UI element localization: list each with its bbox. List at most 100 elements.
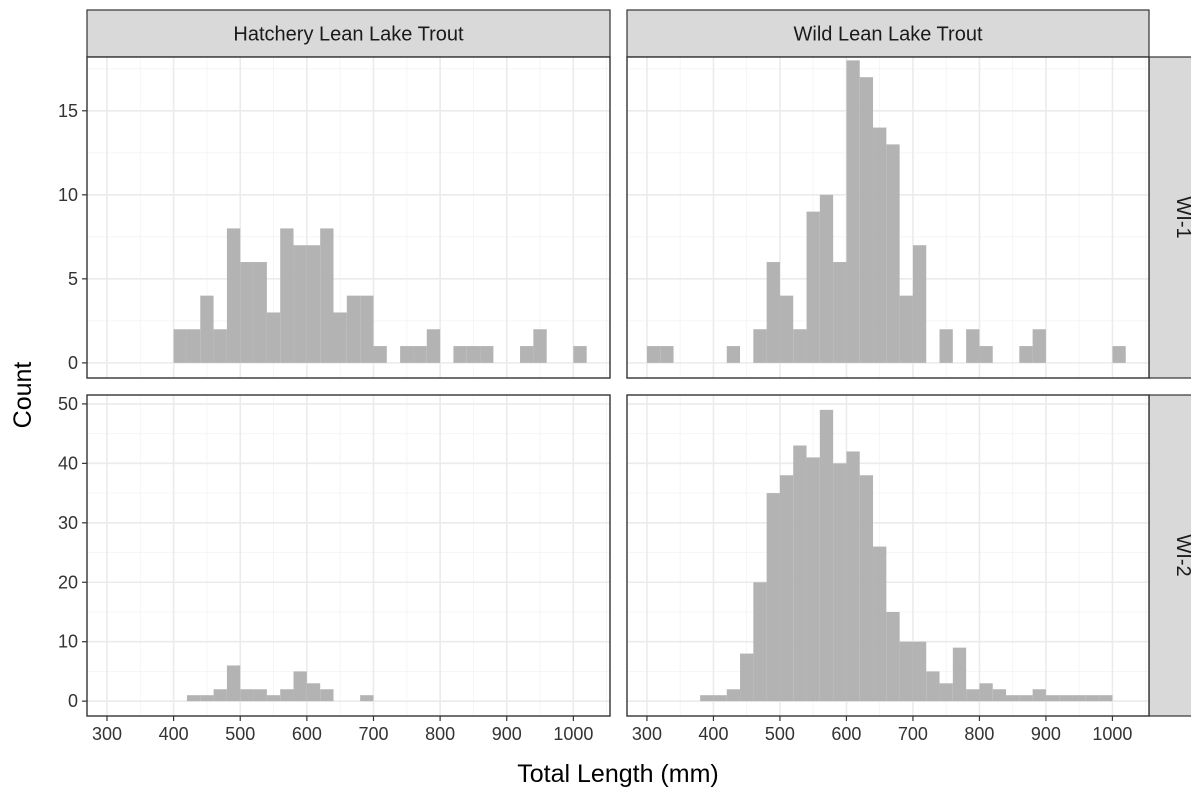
strip-label-wi-2: WI-2 xyxy=(1172,534,1191,576)
histogram-bar xyxy=(886,611,900,702)
panel-wild-lean-lake-trout-wi-2: 300 400 500 600 700 800 900 1000 xyxy=(626,394,1150,744)
histogram-bar xyxy=(466,346,481,363)
histogram-bar xyxy=(1032,329,1046,363)
histogram-bar xyxy=(819,194,834,363)
histogram-bar xyxy=(766,262,780,363)
histogram-bar xyxy=(806,457,820,702)
panel-border xyxy=(86,394,611,717)
histogram-bar xyxy=(1019,695,1033,702)
histogram-bar xyxy=(400,346,414,363)
histogram-bar xyxy=(833,463,847,702)
strip-right-wi-2 xyxy=(1148,394,1191,717)
histogram-bar xyxy=(779,475,794,702)
x-tick-label: 400 xyxy=(698,724,728,744)
histogram-bar xyxy=(979,683,993,702)
histogram-bar xyxy=(740,653,754,702)
histogram-bar xyxy=(373,346,387,363)
y-tick-label: 10 xyxy=(58,632,78,652)
histogram-bar xyxy=(766,493,780,702)
histogram-bar xyxy=(573,346,587,363)
x-tick-label: 500 xyxy=(225,724,255,744)
histogram-bar xyxy=(859,475,874,702)
strip-label-hatchery-lean-lake-trout: Hatchery Lean Lake Trout xyxy=(233,24,464,46)
y-tick-label: 30 xyxy=(58,513,78,533)
histogram-bar xyxy=(912,245,927,363)
x-tick-label: 400 xyxy=(159,724,189,744)
histogram-bar xyxy=(833,262,847,363)
x-tick-label: 900 xyxy=(1031,724,1061,744)
histogram-bar xyxy=(1032,689,1046,702)
histogram-bar xyxy=(453,346,467,363)
histogram-bar xyxy=(793,329,807,363)
panel-border xyxy=(626,394,1150,717)
histogram-bar xyxy=(660,346,674,363)
histogram-bar xyxy=(899,295,913,363)
histogram-bar xyxy=(873,546,887,702)
histogram-bar xyxy=(346,295,361,363)
histogram-bar xyxy=(926,671,940,702)
histogram-bar xyxy=(426,329,441,363)
histogram-bar xyxy=(293,245,307,363)
histogram-bar xyxy=(1006,695,1020,702)
strip-label-wild-lean-lake-trout: Wild Lean Lake Trout xyxy=(794,24,983,46)
histogram-bar xyxy=(912,641,927,702)
strip-top-wild-lean-lake-trout xyxy=(626,9,1150,58)
histogram-bar xyxy=(253,689,267,702)
histogram-bar xyxy=(333,312,347,363)
histogram-bar xyxy=(306,245,321,363)
x-tick-label: 300 xyxy=(632,724,662,744)
histogram-bar xyxy=(280,228,294,363)
x-tick-label: 800 xyxy=(425,724,455,744)
histogram-bar xyxy=(713,695,727,702)
histogram-bar xyxy=(846,60,860,363)
x-tick-label: 1000 xyxy=(553,724,593,744)
y-tick-label: 15 xyxy=(58,101,78,121)
histogram-bar xyxy=(186,695,201,702)
histogram-bar xyxy=(1112,346,1126,363)
histogram-bar xyxy=(320,228,334,363)
histogram-bar xyxy=(360,695,374,702)
histogram-bar xyxy=(306,683,321,702)
histogram-bar xyxy=(280,689,294,702)
y-tick-label: 20 xyxy=(58,572,78,592)
x-tick-label: 800 xyxy=(964,724,994,744)
histogram-bar xyxy=(979,346,993,363)
histogram-bar xyxy=(1059,695,1073,702)
histogram-bar xyxy=(939,329,953,363)
strip-label-wi-1: WI-1 xyxy=(1172,196,1191,238)
histogram-bar xyxy=(886,144,900,363)
panel-hatchery-lean-lake-trout-wi-2: 0 10 20 30 40 50 300 400 500 600 700 800 900 1000 xyxy=(58,394,611,744)
histogram-bar xyxy=(266,695,281,702)
facets-layer: Hatchery Lean Lake Trout Wild Lean Lake T… xyxy=(58,9,1191,744)
x-tick-label: 700 xyxy=(358,724,388,744)
histogram-bar xyxy=(186,329,201,363)
histogram-bar xyxy=(360,295,374,363)
histogram-bar xyxy=(793,445,807,702)
histogram-bar xyxy=(939,683,953,702)
histogram-bar xyxy=(266,312,281,363)
panel-background xyxy=(87,395,610,716)
histogram-bar xyxy=(520,346,534,363)
histogram-bar xyxy=(1085,695,1100,702)
histogram-bar xyxy=(700,695,714,702)
y-tick-label: 5 xyxy=(68,269,78,289)
histogram-bar xyxy=(952,647,967,702)
y-tick-label: 0 xyxy=(68,353,78,373)
y-tick-label: 0 xyxy=(68,691,78,711)
histogram-bar xyxy=(213,689,227,702)
x-axis-title: Total Length (mm) xyxy=(517,760,718,788)
y-tick-label: 10 xyxy=(58,185,78,205)
panel-hatchery-lean-lake-trout-wi-1: 0 5 10 15 xyxy=(58,56,611,379)
panel-border xyxy=(626,56,1150,379)
x-tick-label: 600 xyxy=(831,724,861,744)
y-tick-label: 50 xyxy=(58,394,78,414)
histogram-bar xyxy=(293,671,307,702)
strip-top-hatchery-lean-lake-trout xyxy=(86,9,611,58)
histogram-bar xyxy=(1072,695,1086,702)
histogram-bar xyxy=(726,689,741,702)
histogram-bar xyxy=(1045,695,1060,702)
histogram-bar xyxy=(1019,346,1033,363)
histogram-bar xyxy=(240,262,254,363)
histogram-bar xyxy=(1099,695,1113,702)
histogram-bar xyxy=(200,695,214,702)
